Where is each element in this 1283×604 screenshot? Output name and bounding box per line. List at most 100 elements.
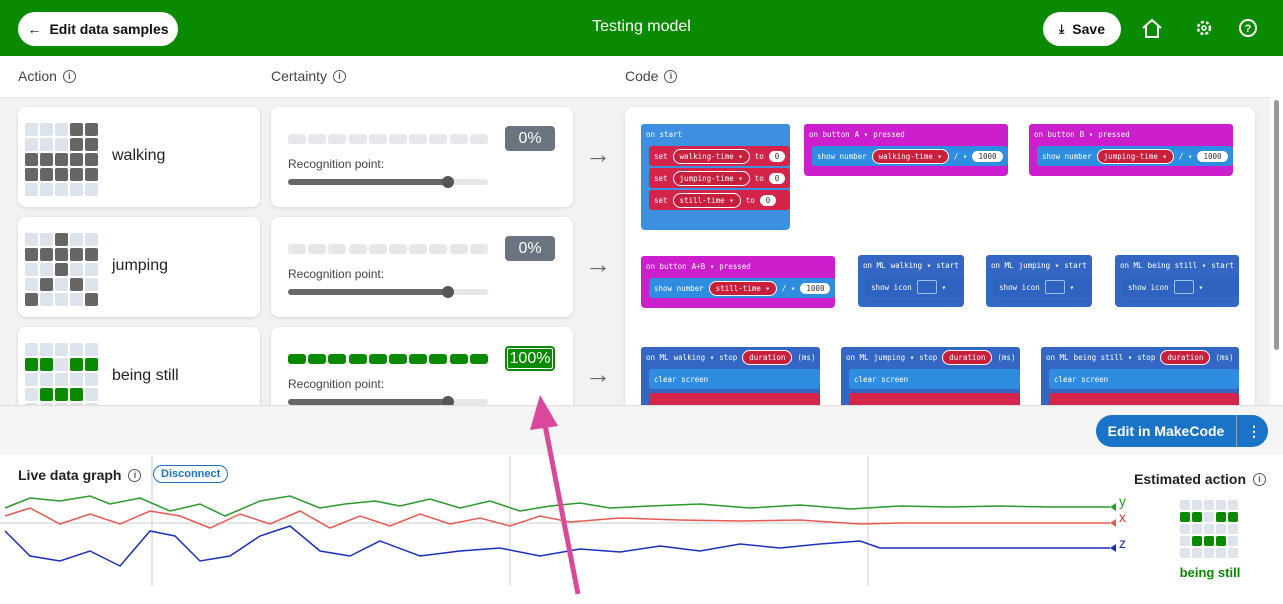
edit-label: Edit in MakeCode <box>1107 423 1225 439</box>
slider-thumb[interactable] <box>442 286 454 298</box>
save-label: Save <box>1072 21 1105 37</box>
bar-segment <box>469 244 488 254</box>
led <box>55 343 68 356</box>
led <box>40 388 53 401</box>
led <box>1228 548 1238 558</box>
certainty-badge: 0% <box>505 126 555 151</box>
icon-preview <box>1044 280 1065 294</box>
code-block: on button A ▾ pressed show number walking-ti… <box>804 124 1008 176</box>
back-button[interactable]: ← Edit data samples <box>18 12 178 46</box>
led <box>55 153 68 166</box>
led <box>1204 536 1214 546</box>
led <box>1192 512 1202 522</box>
led <box>85 358 98 371</box>
block-row: clear screen <box>649 369 821 389</box>
save-button[interactable]: ⤓ Save <box>1043 12 1121 46</box>
code-token: A+B ▾ <box>691 261 715 271</box>
led <box>1216 536 1226 546</box>
led <box>1228 524 1238 534</box>
block-head: on ML jumping ▾ start <box>986 255 1092 275</box>
bar-segment <box>449 134 468 144</box>
led <box>70 293 83 306</box>
block-row: show icon ▾ <box>1123 277 1239 297</box>
led <box>1216 500 1226 510</box>
estimated-action: being still <box>1179 565 1241 580</box>
block-head: on button B ▾ pressed <box>1029 124 1233 144</box>
bar-segment <box>308 354 327 364</box>
code-token: A ▾ <box>854 129 869 139</box>
edit-makecode-button[interactable]: Edit in MakeCode ⋮ <box>1096 415 1268 447</box>
code-token: clear screen <box>1054 374 1109 384</box>
code-token: clear screen <box>854 374 909 384</box>
toolbar <box>0 405 1283 455</box>
action-name: walking <box>112 147 166 164</box>
led <box>1192 524 1202 534</box>
led <box>40 293 53 306</box>
slider-thumb[interactable] <box>442 396 454 405</box>
slider-fill <box>288 399 448 405</box>
code-block: on start set walking-time ▾ to 0 set jumping-t… <box>641 124 791 230</box>
certainty-card: 100% Recognition point: <box>271 327 573 405</box>
certainty-card: 0% Recognition point: <box>271 217 573 317</box>
graph-title: Live data graph i <box>18 467 142 483</box>
led <box>70 358 83 371</box>
led <box>55 138 68 151</box>
bar-segment <box>368 244 387 254</box>
led <box>70 168 83 181</box>
led <box>85 123 98 136</box>
disconnect-button[interactable]: Disconnect <box>153 465 229 483</box>
led <box>1192 500 1202 510</box>
slider-thumb[interactable] <box>442 176 454 188</box>
settings-icon[interactable] <box>1196 20 1212 36</box>
led <box>40 373 53 386</box>
led <box>1180 500 1190 510</box>
block-row: show number walking-time ▾ / ▾ 1000 <box>812 146 1008 166</box>
code-token: show number <box>817 151 867 161</box>
code-token: set <box>654 195 668 205</box>
block-head: on ML walking ▾ start <box>858 255 964 275</box>
led <box>85 168 98 181</box>
recognition-slider <box>288 286 488 298</box>
block-row: clear screen <box>849 369 1021 389</box>
code-token: still-time ▾ <box>672 192 741 208</box>
home-icon[interactable] <box>1142 18 1162 38</box>
code-token: to <box>745 195 755 205</box>
bar-segment <box>308 244 327 254</box>
led <box>25 183 38 196</box>
icon-preview <box>916 280 937 294</box>
code-token: show icon <box>1128 282 1169 292</box>
code-token: set <box>654 151 668 161</box>
led <box>70 388 83 401</box>
block-head: on start <box>641 124 791 144</box>
led <box>1216 524 1226 534</box>
block-row <box>1049 393 1239 405</box>
help-icon[interactable] <box>1239 19 1257 37</box>
led <box>25 373 38 386</box>
code-token: clear screen <box>654 374 709 384</box>
code-token: on button <box>809 129 850 139</box>
led <box>40 153 53 166</box>
led <box>25 278 38 291</box>
led <box>85 153 98 166</box>
slider-fill <box>288 289 448 295</box>
certainty-bar <box>288 244 488 254</box>
led <box>55 403 68 405</box>
led <box>1192 536 1202 546</box>
action-card: jumping <box>18 217 260 317</box>
code-token: on ML <box>846 352 869 362</box>
code-block: on ML jumping ▾ stop duration (ms) clear scre… <box>841 347 1021 405</box>
bar-segment <box>429 244 448 254</box>
code-token: 1000 <box>800 282 831 294</box>
icon-preview <box>1173 280 1194 294</box>
led <box>40 343 53 356</box>
bar-segment <box>288 354 306 364</box>
led <box>25 153 38 166</box>
certainty-badge: 0% <box>505 236 555 261</box>
code-block: on button B ▾ pressed show number jumping-ti… <box>1029 124 1233 176</box>
bar-segment <box>368 354 387 364</box>
bar-segment <box>288 134 306 144</box>
certainty-bar <box>288 354 488 364</box>
code-token: jumping-time ▾ <box>672 170 750 186</box>
led <box>1216 512 1226 522</box>
led <box>25 388 38 401</box>
